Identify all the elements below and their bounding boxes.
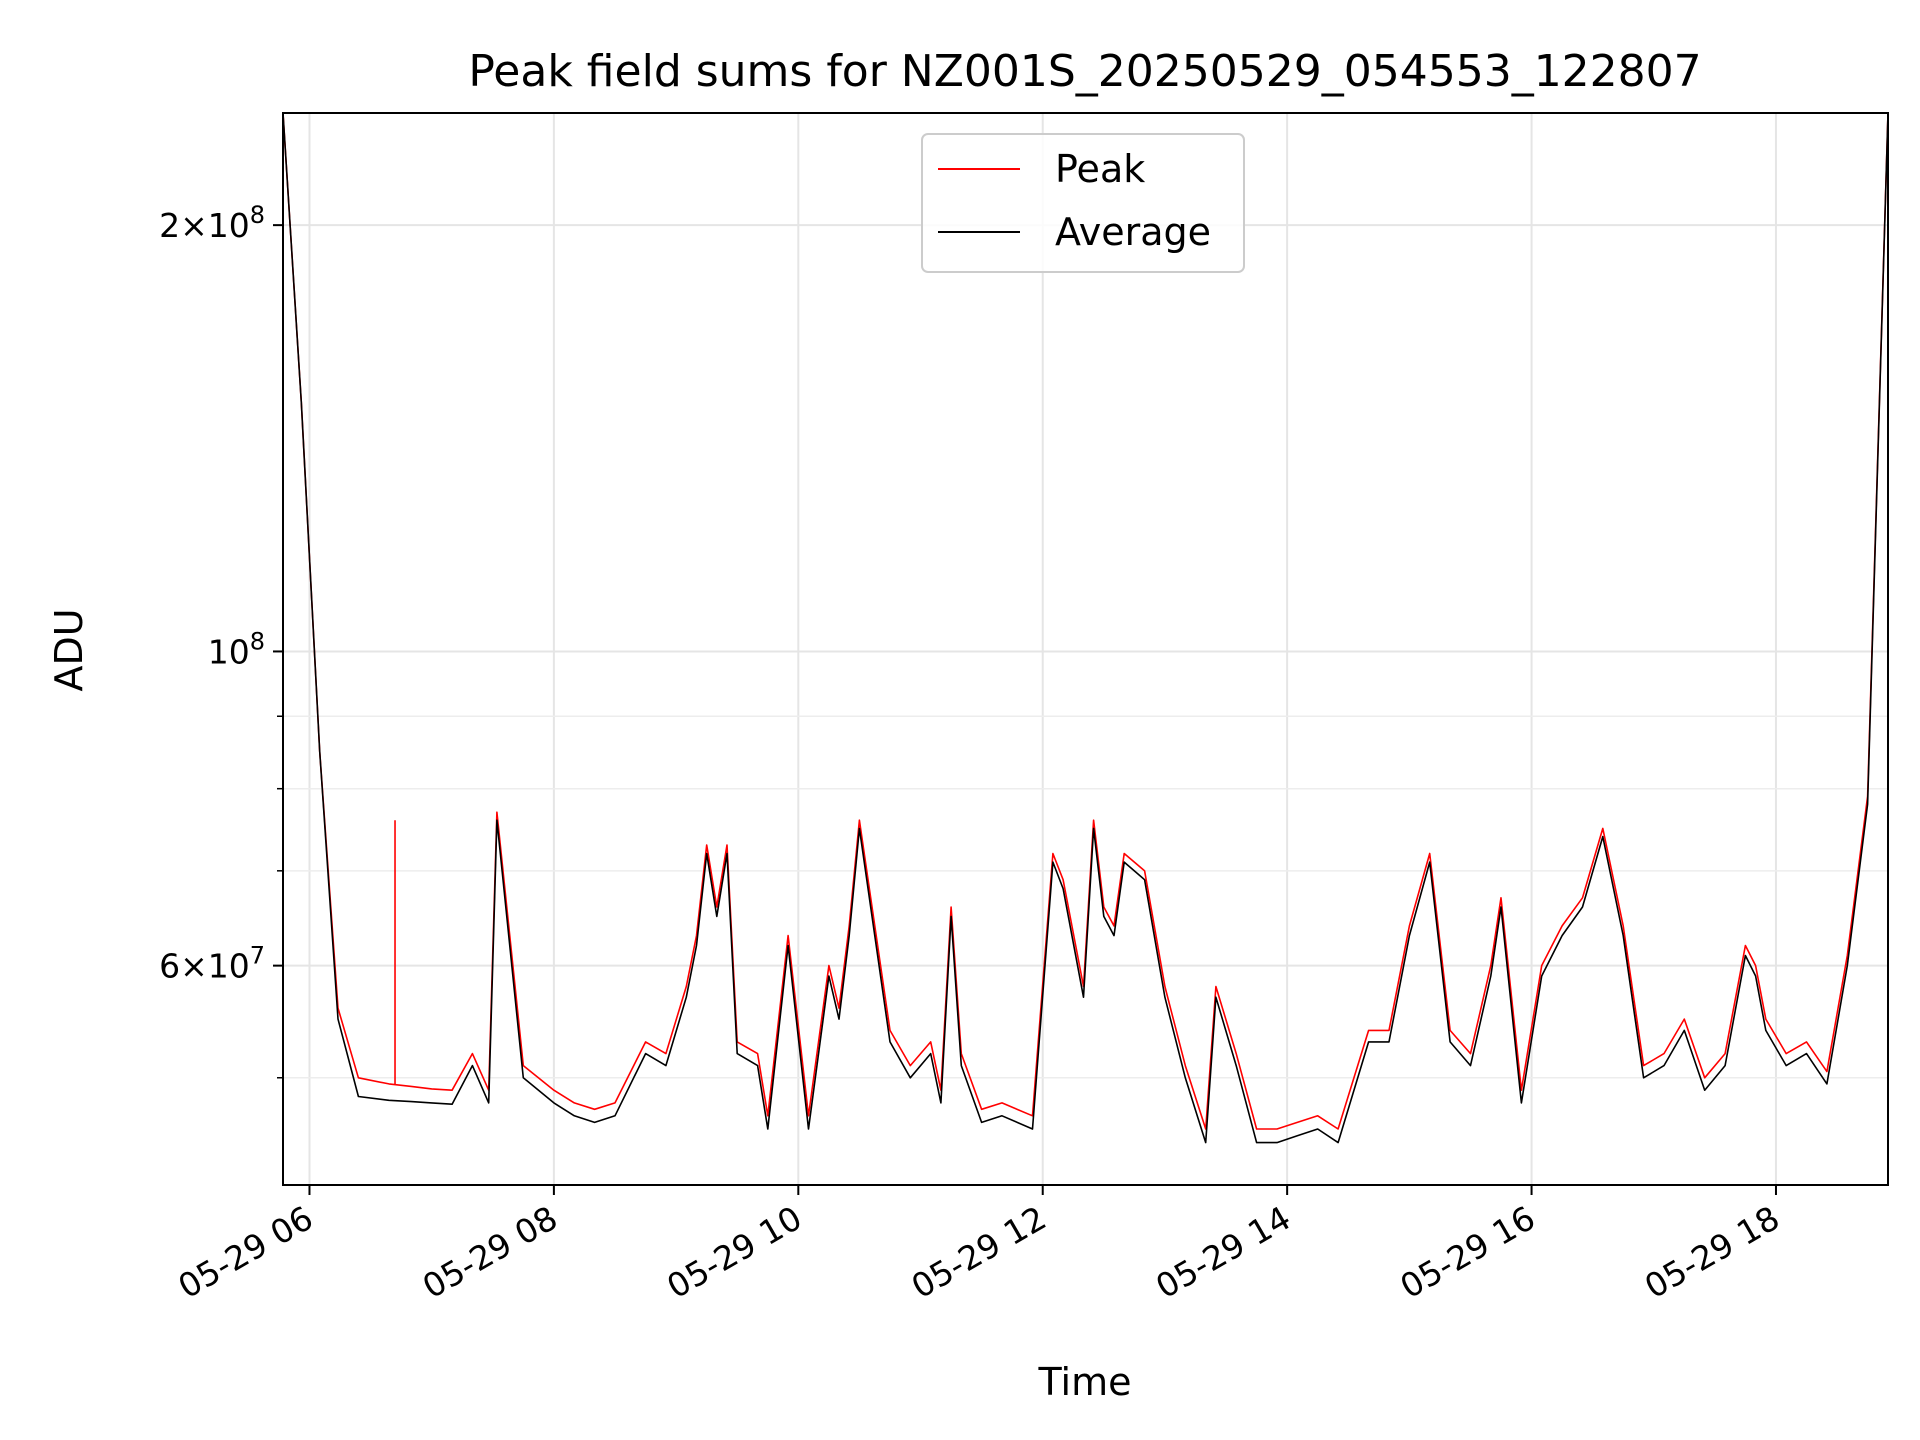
y-tick-label: 6×107 [159,942,265,986]
y-tick-label: 2×108 [159,201,265,245]
y-tick-label: 108 [208,627,265,671]
plot-frame [282,112,1889,1186]
series-layer [283,113,1888,1144]
series-line-peak [283,113,1888,1130]
chart-title: Peak field sums for NZ001S_20250529_0545… [468,46,1701,97]
legend: Peak Average [921,133,1245,273]
legend-label-average: Average [1055,210,1211,254]
legend-label-peak: Peak [1055,147,1145,191]
y-axis: 2×108 108 6×107 [159,201,283,1079]
y-axis-label: ADU [47,608,91,691]
series-group [283,113,1888,1144]
series-line-average [283,113,1888,1144]
x-axis-label: Time [1038,1360,1132,1404]
